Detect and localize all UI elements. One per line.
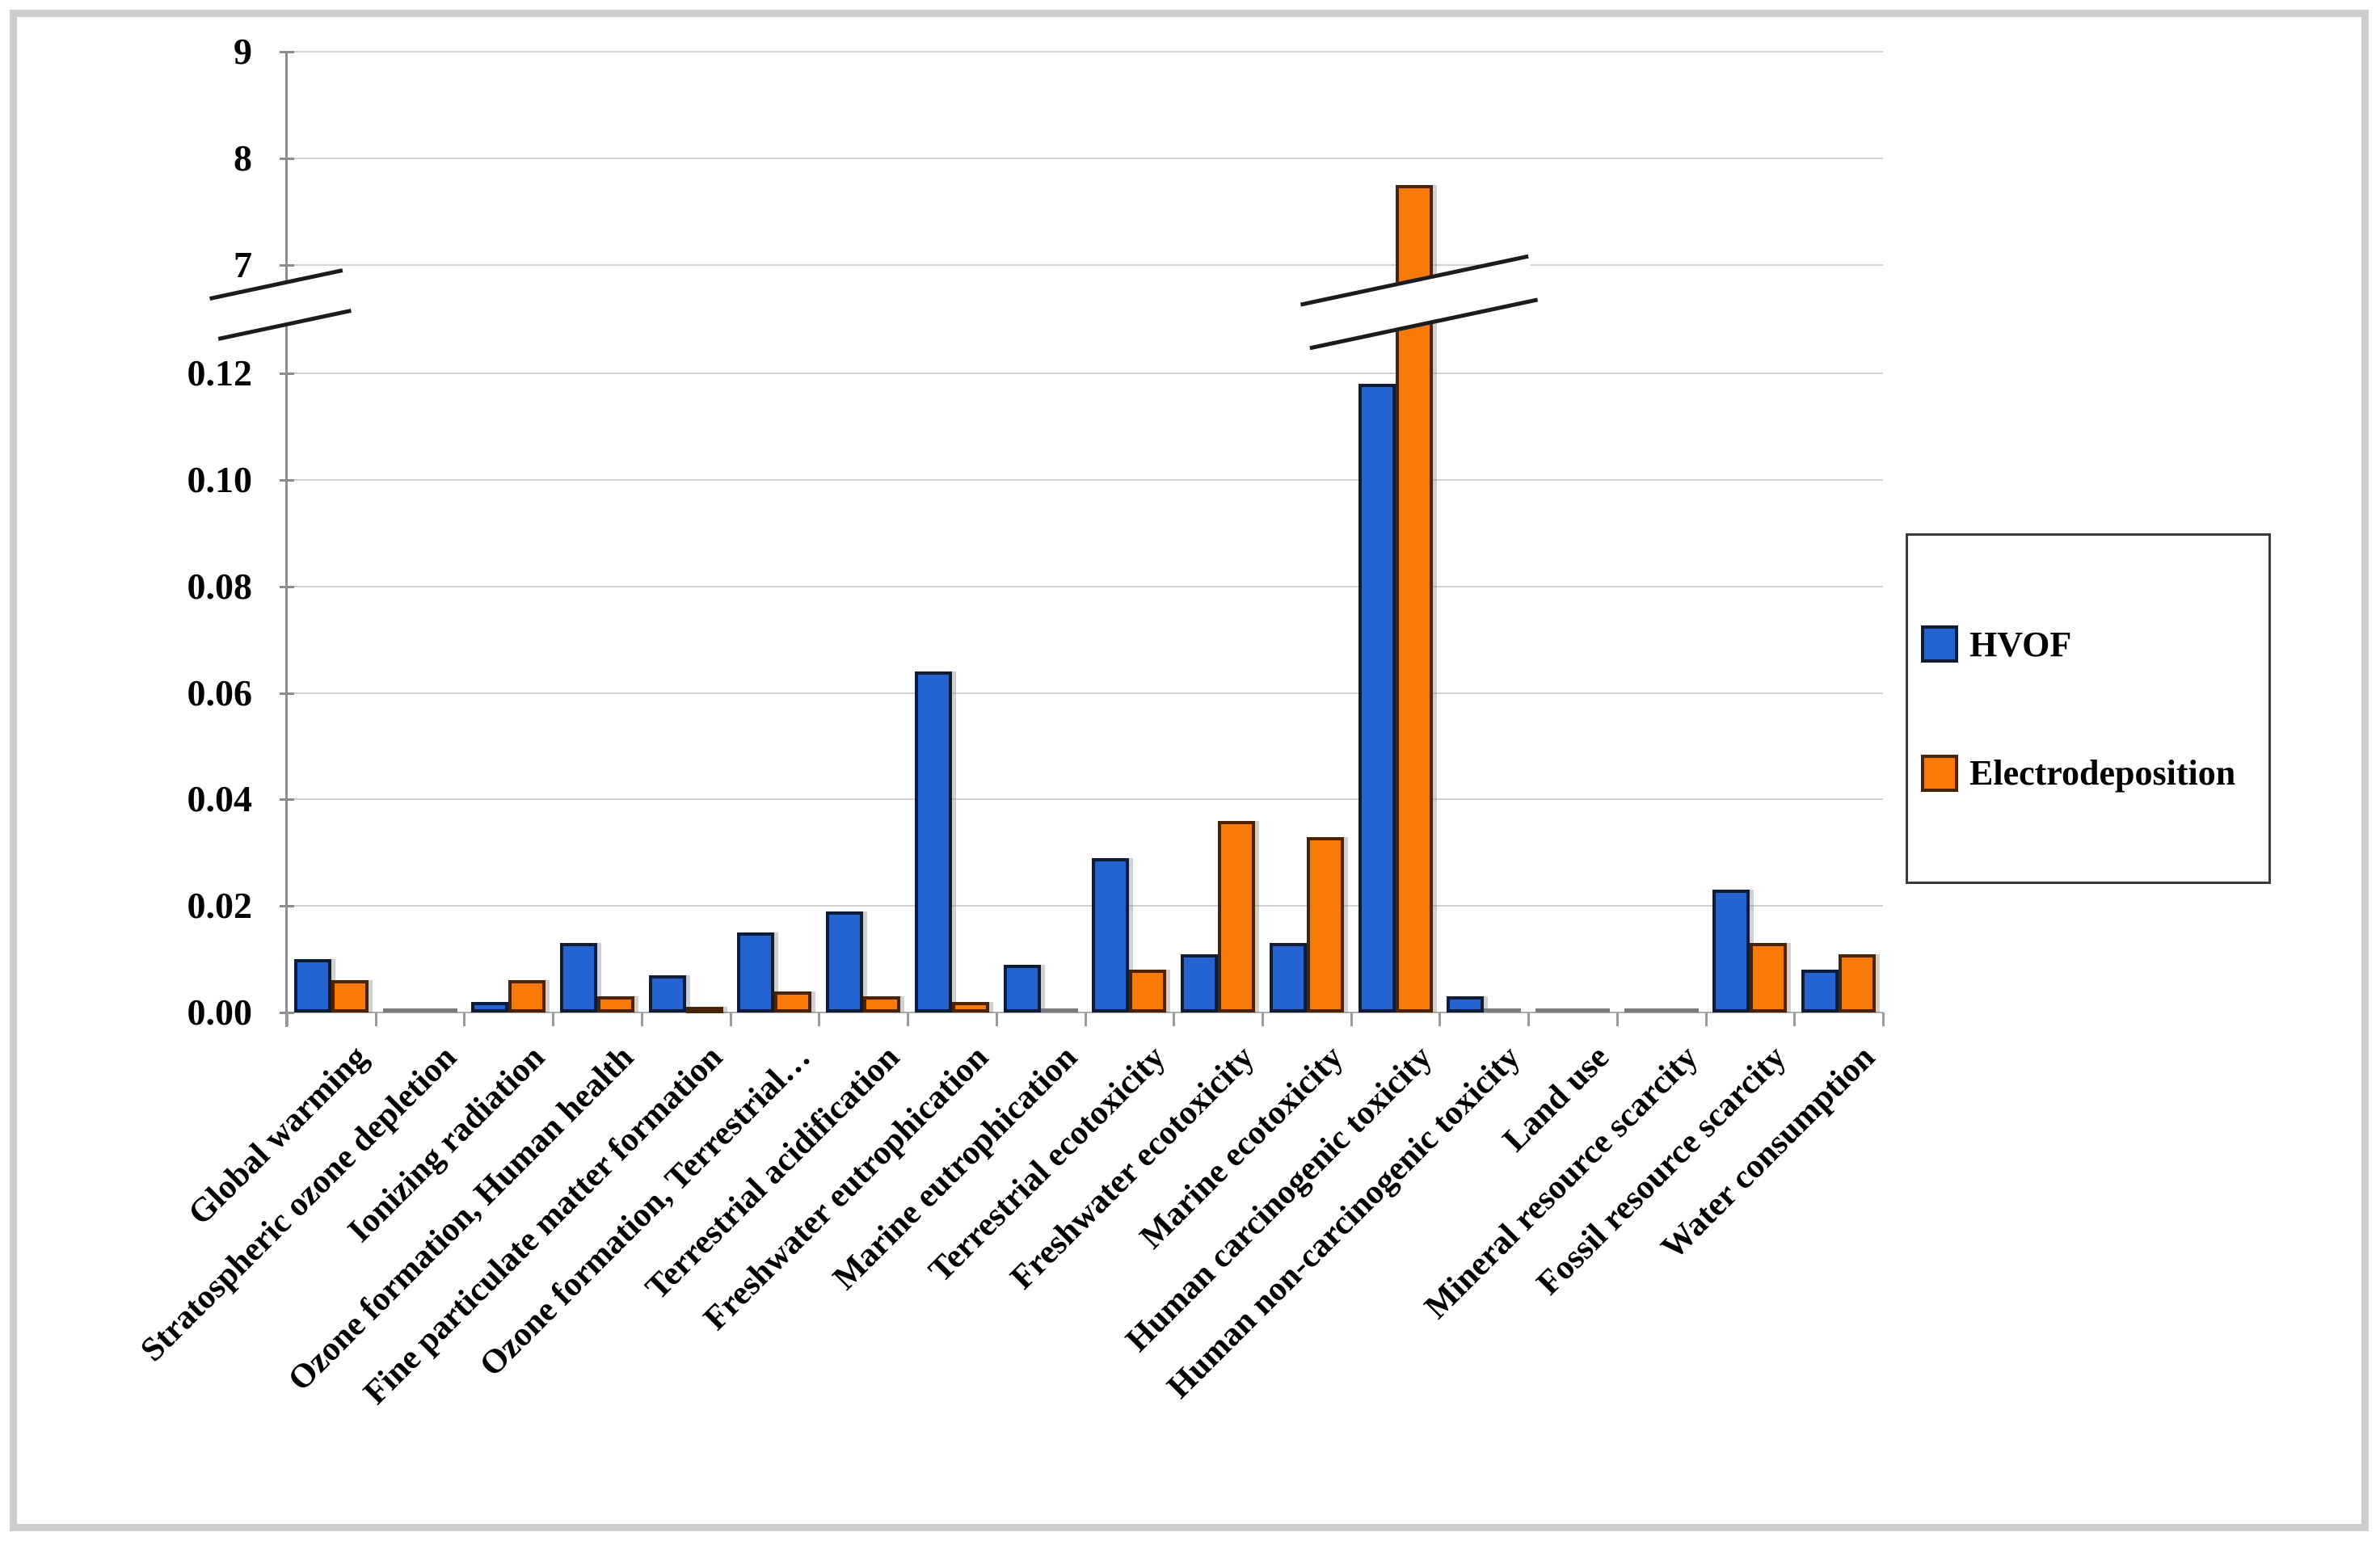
- y-axis-line: [285, 52, 288, 1027]
- bar-hvof-1: [382, 1008, 420, 1012]
- x-axis-tick: [1527, 1012, 1531, 1026]
- bar-electrodeposition-2: [508, 980, 546, 1012]
- bar-electrodeposition-11: [1306, 836, 1344, 1012]
- y-axis-tick: [280, 264, 294, 267]
- bar-hvof-5: [737, 932, 775, 1012]
- bar-electrodeposition-4: [685, 1007, 723, 1014]
- x-axis-tick: [1793, 1012, 1797, 1026]
- y-tick-label: 0.06: [187, 671, 253, 713]
- y-tick-label: 0.04: [187, 778, 253, 820]
- electrodeposition-swatch-icon: [1921, 754, 1958, 792]
- bar-electrodeposition-0: [331, 980, 369, 1012]
- y-axis-tick: [280, 905, 294, 908]
- x-axis-tick: [1261, 1012, 1264, 1026]
- bar-hvof-10: [1181, 953, 1219, 1012]
- gridline: [287, 158, 1883, 160]
- y-axis-tick: [280, 692, 294, 695]
- gridline: [287, 692, 1883, 694]
- legend-item-electrodeposition: Electrodeposition: [1921, 752, 2268, 793]
- y-tick-label: 7: [234, 244, 252, 285]
- bar-hvof-2: [471, 1001, 509, 1012]
- gridline: [287, 798, 1883, 801]
- y-tick-label: 0.02: [187, 885, 253, 927]
- x-axis-tick: [1084, 1012, 1087, 1026]
- x-axis-tick: [1882, 1012, 1885, 1026]
- y-tick-label: 9: [234, 31, 252, 73]
- x-axis-tick: [1173, 1012, 1176, 1026]
- bar-hvof-13: [1447, 996, 1485, 1012]
- y-tick-label: 0.12: [187, 352, 253, 394]
- gridline: [287, 373, 1883, 375]
- x-axis-tick: [907, 1012, 910, 1026]
- bar-electrodeposition-13: [1484, 1008, 1522, 1012]
- bar-hvof-15: [1624, 1008, 1662, 1012]
- y-tick-label: 8: [234, 137, 252, 179]
- bar-hvof-6: [826, 911, 864, 1012]
- gridline: [287, 905, 1883, 907]
- y-axis-tick: [280, 158, 294, 161]
- y-axis-tick: [280, 51, 294, 54]
- bar-electrodeposition-9: [1129, 970, 1167, 1012]
- x-axis-tick: [640, 1012, 643, 1026]
- gridline: [287, 264, 1883, 266]
- y-axis-tick: [280, 798, 294, 802]
- x-axis-tick: [995, 1012, 998, 1026]
- bar-electrodeposition-7: [951, 1001, 989, 1012]
- y-axis-tick: [280, 585, 294, 588]
- x-axis-tick: [1615, 1012, 1619, 1026]
- bar-electrodeposition-5: [774, 991, 812, 1012]
- bar-hvof-12: [1358, 384, 1396, 1012]
- bar-hvof-17: [1801, 970, 1839, 1012]
- x-axis-tick: [1704, 1012, 1708, 1026]
- legend-item-hvof: HVOF: [1921, 624, 2268, 665]
- x-axis-tick: [1350, 1012, 1353, 1026]
- x-axis-tick: [818, 1012, 821, 1026]
- x-axis-tick: [374, 1012, 377, 1026]
- bar-electrodeposition-16: [1750, 943, 1788, 1012]
- y-tick-label: 0.00: [187, 991, 253, 1033]
- gridline: [287, 585, 1883, 587]
- y-tick-label: 0.10: [187, 459, 253, 500]
- bar-electrodeposition-1: [419, 1008, 457, 1012]
- bar-hvof-11: [1269, 943, 1307, 1012]
- bar-electrodeposition-15: [1661, 1008, 1699, 1012]
- bar-hvof-3: [560, 943, 598, 1012]
- legend: HVOF Electrodeposition: [1906, 533, 2271, 884]
- bar-electrodeposition-10: [1218, 820, 1256, 1012]
- x-axis-tick: [286, 1012, 289, 1026]
- y-tick-label: 0.08: [187, 565, 253, 607]
- bar-hvof-4: [648, 974, 686, 1012]
- bar-hvof-7: [914, 671, 952, 1012]
- legend-label-electrodeposition: Electrodeposition: [1969, 753, 2236, 793]
- bar-hvof-14: [1535, 1008, 1573, 1012]
- gridline: [287, 479, 1883, 481]
- gridline: [287, 51, 1883, 53]
- bar-hvof-16: [1712, 890, 1750, 1012]
- x-axis-tick: [463, 1012, 466, 1026]
- bar-electrodeposition-17: [1839, 953, 1877, 1012]
- bar-electrodeposition-14: [1572, 1008, 1610, 1012]
- bar-hvof-9: [1092, 857, 1130, 1012]
- bar-hvof-8: [1003, 964, 1041, 1012]
- bar-hvof-0: [293, 959, 331, 1012]
- x-axis-tick: [1439, 1012, 1442, 1026]
- hvof-swatch-icon: [1921, 625, 1958, 663]
- bar-electrodeposition-8: [1040, 1008, 1078, 1012]
- figure-border: [10, 10, 2369, 1531]
- x-axis-tick: [552, 1012, 555, 1026]
- bar-electrodeposition-3: [597, 996, 635, 1012]
- y-axis-tick: [280, 479, 294, 482]
- bar-electrodeposition-6: [863, 996, 901, 1012]
- legend-label-hvof: HVOF: [1969, 624, 2072, 664]
- x-axis-tick: [729, 1012, 732, 1026]
- y-axis-tick: [280, 373, 294, 376]
